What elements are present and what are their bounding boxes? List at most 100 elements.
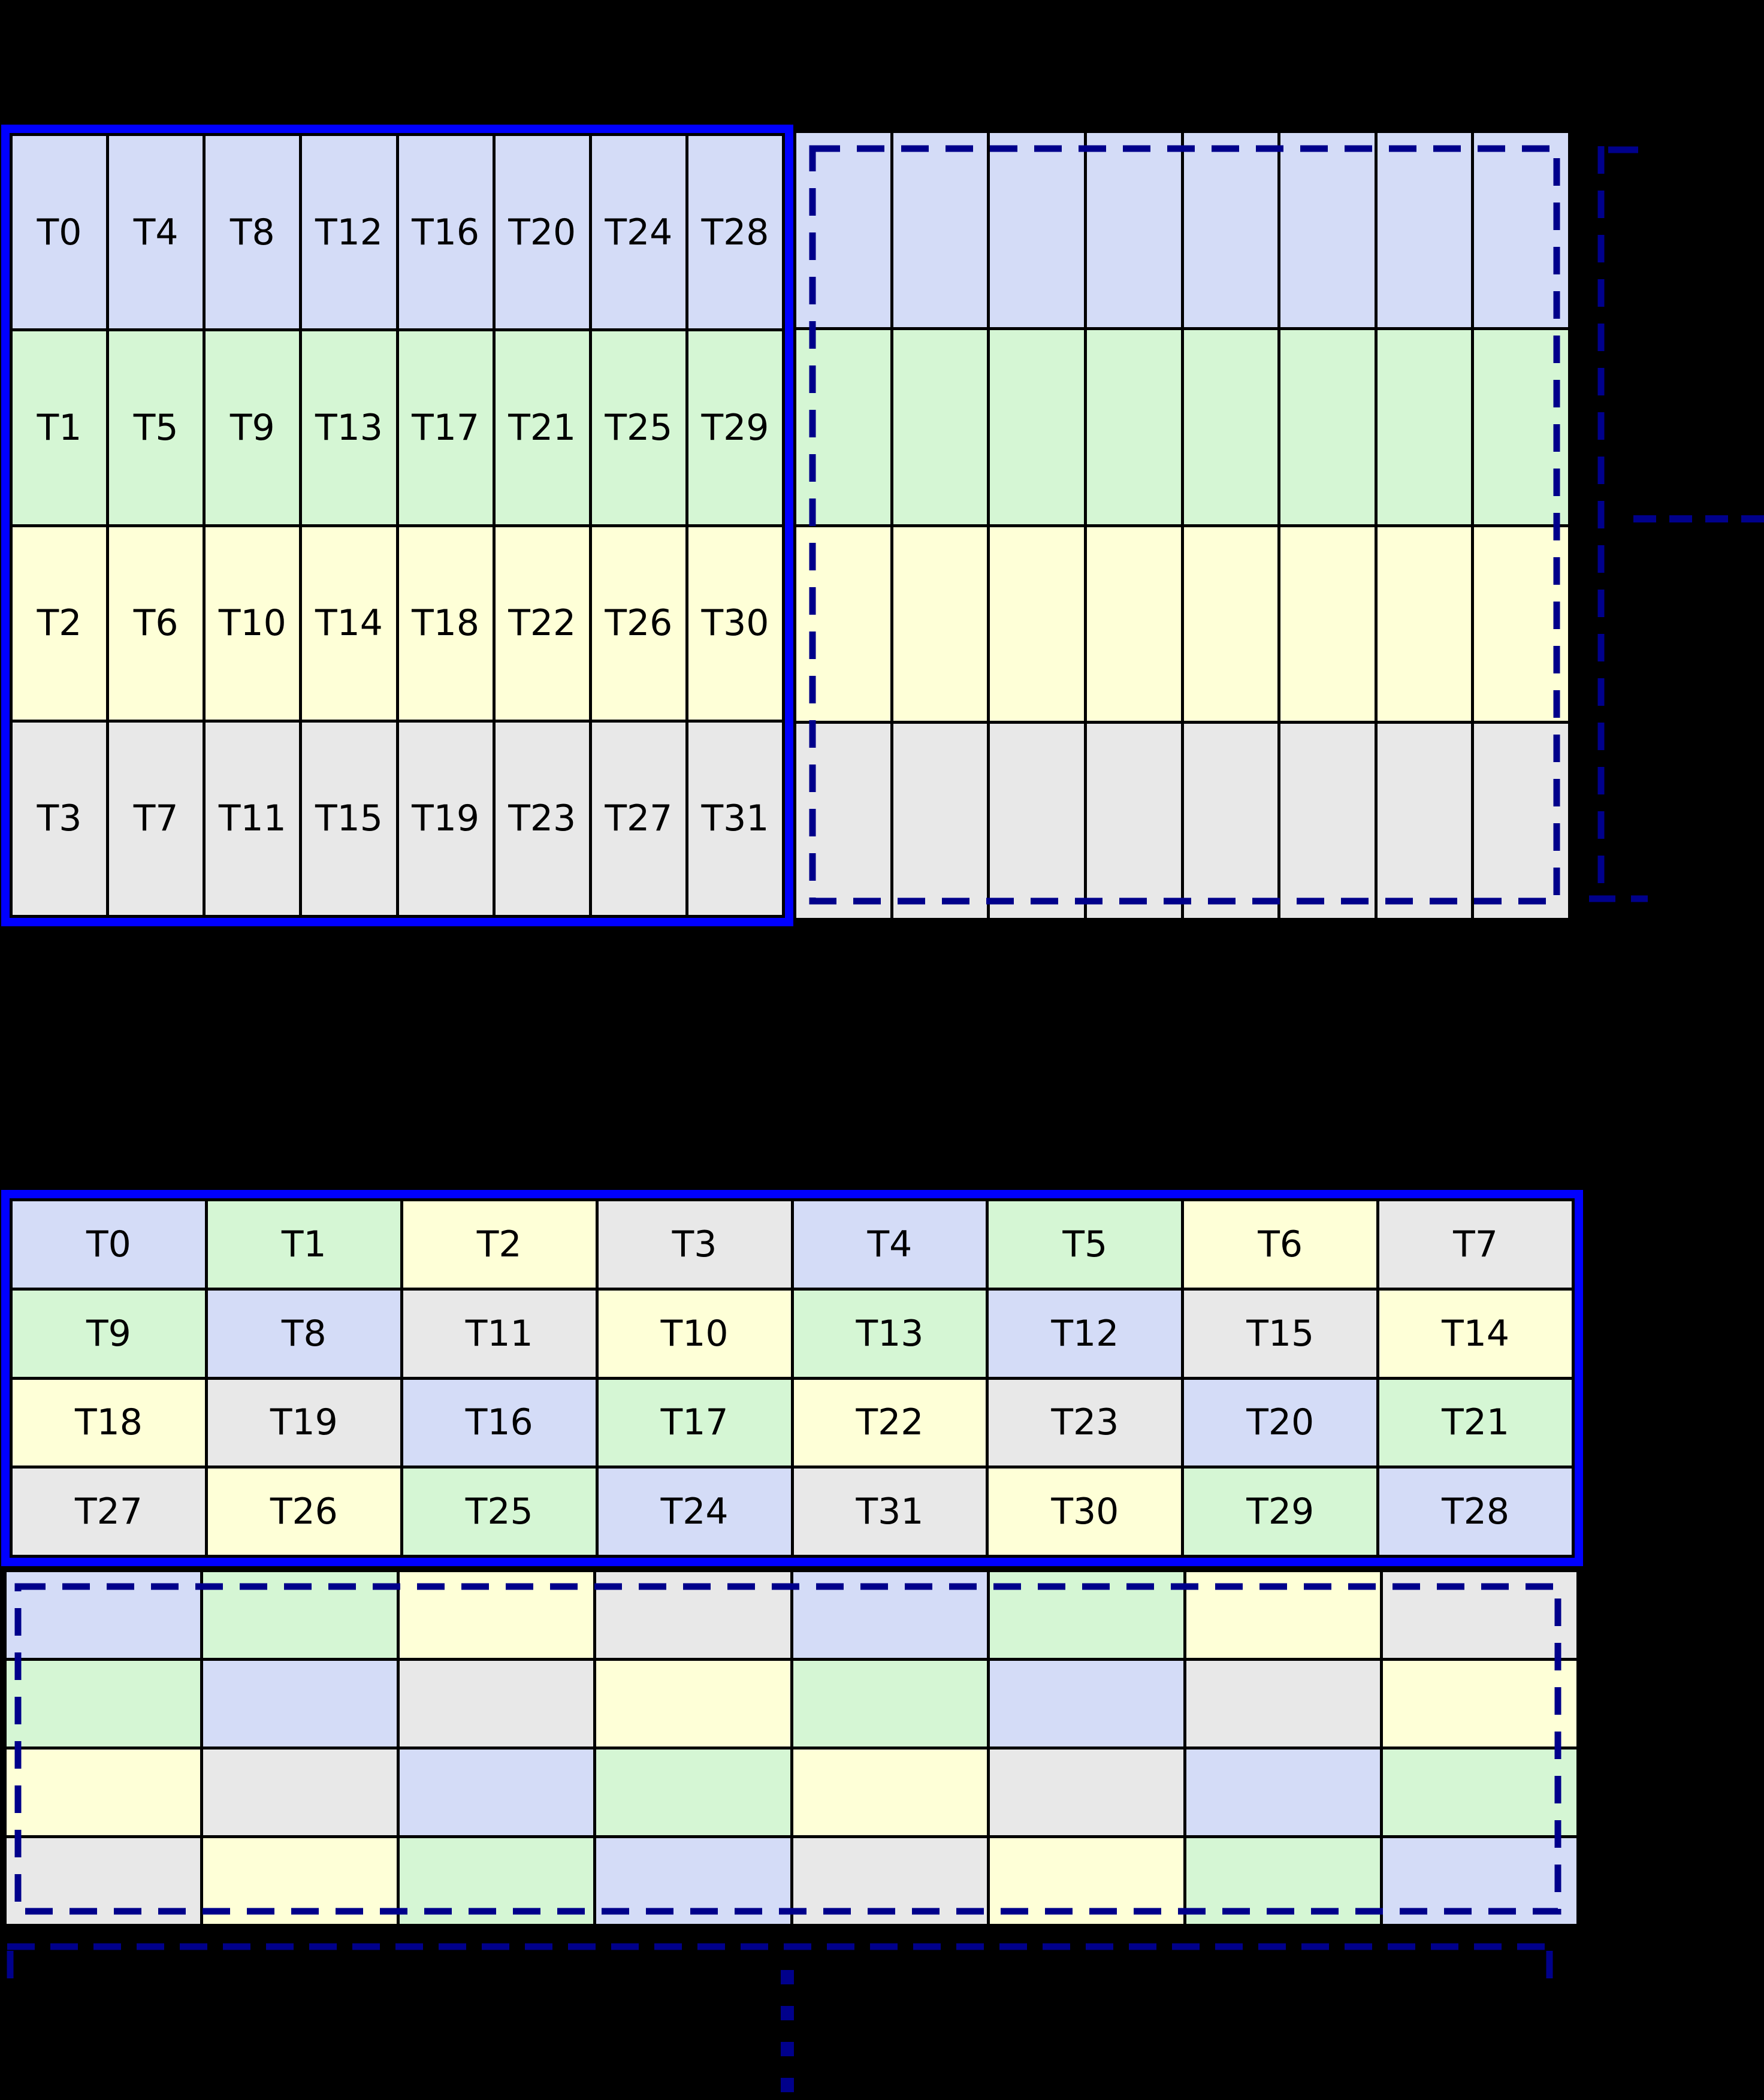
thread-cell-t10: T10 [598, 1290, 791, 1377]
memory-cell [1280, 133, 1375, 327]
thread-cell-t13: T13 [793, 1290, 986, 1377]
memory-cell [7, 1750, 201, 1835]
thread-cell-t29: T29 [688, 331, 782, 524]
top-unlabeled-thread-block [793, 130, 1571, 921]
thread-cell-t23: T23 [989, 1379, 1182, 1466]
thread-cell-t26: T26 [591, 527, 685, 720]
thread-cell-t17: T17 [398, 331, 493, 524]
memory-cell [1382, 1572, 1576, 1658]
thread-cell-t20: T20 [1184, 1379, 1377, 1466]
thread-cell-t27: T27 [591, 722, 685, 915]
thread-cell-t21: T21 [1379, 1379, 1572, 1466]
memory-cell [1086, 133, 1181, 327]
memory-cell [7, 1572, 201, 1658]
memory-cell [7, 1661, 201, 1747]
memory-cell [1377, 527, 1472, 721]
memory-cell [989, 1750, 1183, 1835]
thread-cell-t11: T11 [206, 722, 300, 915]
memory-cell [400, 1750, 594, 1835]
thread-cell-t24: T24 [591, 136, 685, 329]
memory-cell [596, 1750, 790, 1835]
memory-cell [796, 724, 890, 918]
memory-cell [893, 724, 987, 918]
memory-cell [1474, 133, 1568, 327]
thread-cell-t1: T1 [207, 1201, 400, 1288]
thread-cell-t25: T25 [403, 1469, 596, 1555]
thread-cell-t15: T15 [1184, 1290, 1377, 1377]
thread-cell-t6: T6 [1184, 1201, 1377, 1288]
thread-cell-t28: T28 [1379, 1469, 1572, 1555]
memory-cell [1186, 1572, 1380, 1658]
thread-cell-t11: T11 [403, 1290, 596, 1377]
thread-cell-t0: T0 [13, 1201, 205, 1288]
thread-cell-t12: T12 [302, 136, 396, 329]
memory-cell [1280, 527, 1375, 721]
memory-cell [400, 1661, 594, 1747]
thread-cell-t4: T4 [109, 136, 203, 329]
bottom-labeled-thread-block: T0 T1 T2 T3 T4 T5 T6 T7 T9 T8 T11 T10 T13 T12 T15 T14 T1… [1, 1190, 1583, 1566]
thread-cell-t31: T31 [793, 1469, 986, 1555]
memory-cell [596, 1661, 790, 1747]
memory-cell [203, 1838, 397, 1924]
thread-cell-t19: T19 [207, 1379, 400, 1466]
thread-cell-t23: T23 [495, 722, 589, 915]
memory-cell [1382, 1661, 1576, 1747]
thread-cell-t22: T22 [793, 1379, 986, 1466]
thread-cell-t14: T14 [1379, 1290, 1572, 1377]
thread-cell-t22: T22 [495, 527, 589, 720]
memory-cell [1186, 1661, 1380, 1747]
memory-cell [893, 527, 987, 721]
memory-cell [796, 330, 890, 524]
thread-cell-t26: T26 [207, 1469, 400, 1555]
memory-cell [596, 1572, 790, 1658]
thread-cell-t10: T10 [206, 527, 300, 720]
thread-cell-t13: T13 [302, 331, 396, 524]
memory-cell [203, 1750, 397, 1835]
thread-cell-t2: T2 [13, 527, 107, 720]
memory-cell [400, 1572, 594, 1658]
memory-cell [1474, 527, 1568, 721]
thread-cell-t8: T8 [207, 1290, 400, 1377]
thread-cell-t30: T30 [989, 1469, 1182, 1555]
thread-cell-t15: T15 [302, 722, 396, 915]
memory-cell [796, 527, 890, 721]
memory-cell [1086, 330, 1181, 524]
memory-cell [1280, 724, 1375, 918]
memory-cell [990, 724, 1084, 918]
memory-cell [203, 1572, 397, 1658]
thread-cell-t27: T27 [13, 1469, 205, 1555]
memory-cell [990, 527, 1084, 721]
memory-cell [1086, 724, 1181, 918]
thread-cell-t2: T2 [403, 1201, 596, 1288]
thread-cell-t3: T3 [13, 722, 107, 915]
memory-cell [893, 133, 987, 327]
memory-cell [1474, 330, 1568, 524]
memory-cell [1377, 724, 1472, 918]
memory-cell [1186, 1838, 1380, 1924]
thread-cell-t30: T30 [688, 527, 782, 720]
thread-cell-t19: T19 [398, 722, 493, 915]
thread-cell-t20: T20 [495, 136, 589, 329]
thread-cell-t4: T4 [793, 1201, 986, 1288]
memory-cell [1183, 133, 1278, 327]
memory-cell [793, 1572, 987, 1658]
thread-cell-t24: T24 [598, 1469, 791, 1555]
thread-cell-t17: T17 [598, 1379, 791, 1466]
memory-cell [1382, 1750, 1576, 1835]
thread-cell-t25: T25 [591, 331, 685, 524]
memory-cell [1474, 724, 1568, 918]
thread-cell-t7: T7 [1379, 1201, 1572, 1288]
memory-cell [989, 1572, 1183, 1658]
memory-cell [796, 133, 890, 327]
thread-cell-t16: T16 [403, 1379, 596, 1466]
thread-cell-t14: T14 [302, 527, 396, 720]
memory-cell [1086, 527, 1181, 721]
memory-cell [1183, 330, 1278, 524]
thread-cell-t9: T9 [206, 331, 300, 524]
bottom-unlabeled-thread-block [4, 1569, 1579, 1927]
memory-cell [1382, 1838, 1576, 1924]
thread-cell-t1: T1 [13, 331, 107, 524]
memory-cell [400, 1838, 594, 1924]
memory-cell [793, 1750, 987, 1835]
